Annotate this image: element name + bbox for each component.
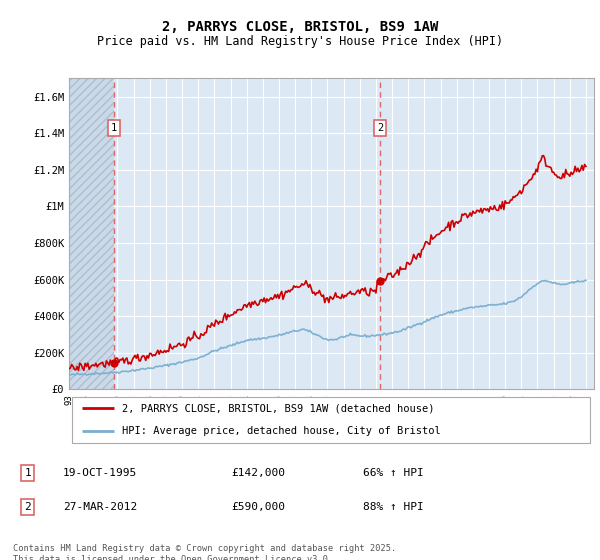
Text: 66% ↑ HPI: 66% ↑ HPI [363,468,424,478]
Text: 19-OCT-1995: 19-OCT-1995 [63,468,137,478]
Text: 2, PARRYS CLOSE, BRISTOL, BS9 1AW: 2, PARRYS CLOSE, BRISTOL, BS9 1AW [162,20,438,34]
Text: Price paid vs. HM Land Registry's House Price Index (HPI): Price paid vs. HM Land Registry's House … [97,35,503,48]
FancyBboxPatch shape [71,397,590,443]
Text: Contains HM Land Registry data © Crown copyright and database right 2025.
This d: Contains HM Land Registry data © Crown c… [13,544,397,560]
Text: 2: 2 [24,502,31,512]
Text: 1: 1 [111,123,118,133]
Text: £590,000: £590,000 [231,502,285,512]
Text: 2: 2 [377,123,383,133]
Text: £142,000: £142,000 [231,468,285,478]
Text: HPI: Average price, detached house, City of Bristol: HPI: Average price, detached house, City… [121,426,440,436]
Text: 27-MAR-2012: 27-MAR-2012 [63,502,137,512]
Bar [69,78,114,389]
Text: 2, PARRYS CLOSE, BRISTOL, BS9 1AW (detached house): 2, PARRYS CLOSE, BRISTOL, BS9 1AW (detac… [121,403,434,413]
Text: 1: 1 [24,468,31,478]
Text: 88% ↑ HPI: 88% ↑ HPI [363,502,424,512]
